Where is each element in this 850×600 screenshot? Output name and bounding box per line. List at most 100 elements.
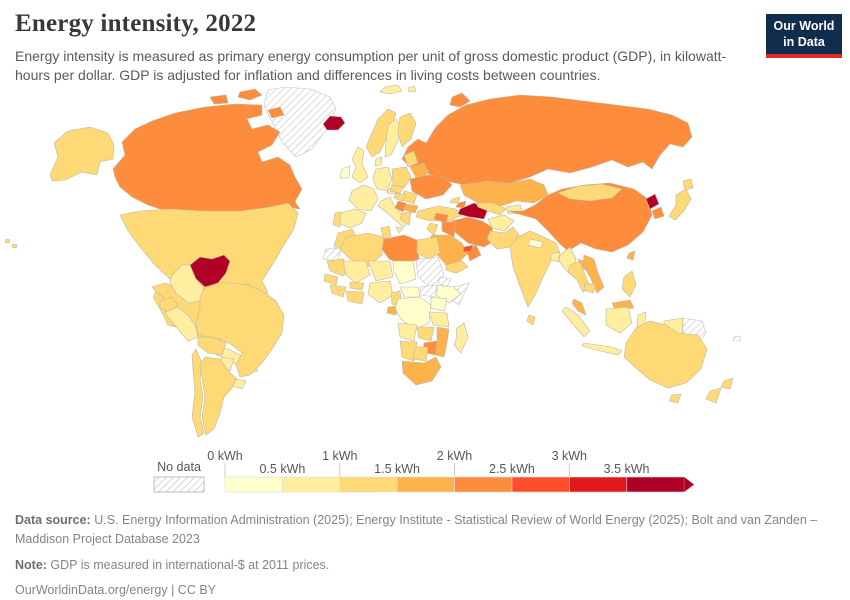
country-mongolia[interactable] [557, 183, 623, 202]
country-central-african-republic[interactable] [399, 286, 421, 298]
country-japan[interactable] [668, 188, 692, 221]
country-uzbekistan[interactable] [475, 202, 507, 216]
country-norway[interactable] [365, 108, 397, 158]
country-ghana-cote-divoire[interactable] [345, 290, 365, 305]
country-madagascar[interactable] [453, 322, 469, 354]
country-svalbard[interactable] [407, 85, 417, 93]
country-baltics[interactable] [403, 150, 419, 168]
country-indonesia-java[interactable] [581, 342, 623, 356]
country-ireland[interactable] [339, 165, 351, 179]
country-france[interactable] [348, 184, 379, 212]
country-sweden[interactable] [384, 118, 402, 158]
country-zambia[interactable] [416, 326, 435, 342]
legend-bin-3[interactable] [396, 476, 455, 493]
country-bulgaria[interactable] [403, 203, 419, 214]
legend-bin-6[interactable] [569, 476, 628, 493]
country-botswana[interactable] [412, 346, 429, 362]
country-taiwan[interactable] [626, 250, 636, 261]
country-nigeria[interactable] [367, 280, 394, 304]
country-hawaii[interactable] [4, 238, 11, 244]
country-united-kingdom[interactable] [351, 146, 369, 184]
country-senegal[interactable] [323, 273, 339, 286]
country-new-zealand-north[interactable] [720, 377, 734, 390]
country-angola[interactable] [397, 322, 418, 342]
country-tunisia[interactable] [380, 225, 392, 240]
country-south-africa[interactable] [401, 356, 442, 386]
country-syria[interactable] [433, 212, 449, 224]
country-australia[interactable] [623, 320, 708, 389]
country-sri-lanka[interactable] [526, 314, 536, 326]
country-canada-island[interactable] [237, 88, 263, 101]
country-china[interactable] [507, 182, 653, 253]
country-belarus[interactable] [409, 162, 430, 180]
country-canada-island[interactable] [209, 94, 229, 105]
country-indonesia-sumatra[interactable] [561, 306, 591, 338]
country-iraq[interactable] [441, 220, 457, 238]
country-chad[interactable] [392, 260, 417, 285]
country-nepal[interactable] [527, 238, 544, 249]
country-poland[interactable] [391, 166, 412, 188]
country-portugal[interactable] [332, 211, 342, 228]
country-hawaii[interactable] [11, 243, 18, 249]
legend-bin-5[interactable] [511, 476, 570, 493]
country-uae-qatar[interactable] [462, 244, 474, 253]
country-czech-slovakia[interactable] [389, 184, 405, 194]
country-malaysia-borneo[interactable] [611, 299, 635, 311]
country-kazakhstan[interactable] [459, 178, 549, 208]
country-north-korea[interactable] [645, 193, 660, 210]
legend-bin-0[interactable] [224, 476, 283, 493]
country-burkina-faso[interactable] [349, 281, 365, 291]
country-italy[interactable] [377, 196, 409, 228]
country-niger[interactable] [367, 260, 394, 282]
country-afghanistan[interactable] [487, 214, 515, 232]
owid-logo[interactable]: Our World in Data [766, 14, 842, 59]
country-denmark[interactable] [374, 156, 383, 167]
country-spain[interactable] [337, 208, 367, 229]
country-finland[interactable] [397, 112, 417, 148]
legend-bin-4[interactable] [454, 476, 513, 493]
legend-no-data-swatch[interactable] [153, 476, 205, 493]
country-philippines[interactable] [621, 270, 637, 298]
country-greenland[interactable] [263, 86, 337, 158]
country-canada-island[interactable] [267, 106, 285, 119]
country-vietnam[interactable] [582, 254, 605, 294]
country-uruguay[interactable] [232, 378, 247, 390]
country-cambodia[interactable] [583, 282, 597, 294]
country-bangladesh[interactable] [550, 251, 560, 263]
country-south-sudan[interactable] [419, 284, 438, 298]
legend-bin-2[interactable] [339, 476, 398, 493]
country-germany[interactable] [372, 166, 393, 192]
country-dr-congo[interactable] [394, 296, 432, 331]
legend-bin-1[interactable] [282, 476, 341, 493]
country-yemen[interactable] [445, 260, 469, 274]
country-new-caledonia[interactable] [732, 335, 742, 342]
country-georgia[interactable] [449, 196, 461, 204]
country-brazil[interactable] [195, 282, 285, 378]
country-libya[interactable] [381, 234, 420, 266]
owid-url-link[interactable]: OurWorldinData.org/energy | CC BY [15, 583, 217, 598]
country-united-states[interactable] [119, 202, 299, 297]
country-namibia[interactable] [399, 340, 418, 362]
country-japan-hokkaido[interactable] [682, 178, 694, 191]
country-mali[interactable] [342, 260, 371, 284]
country-western-sahara[interactable] [322, 247, 343, 262]
country-uganda-kenya[interactable] [430, 296, 448, 312]
country-new-zealand-south[interactable] [705, 387, 722, 404]
country-hungary[interactable] [393, 192, 407, 202]
country-guinea[interactable] [329, 284, 347, 298]
country-tanzania[interactable] [428, 311, 450, 328]
country-egypt[interactable] [416, 236, 441, 260]
country-indonesia-borneo[interactable] [605, 306, 633, 334]
country-tasmania[interactable] [668, 393, 682, 404]
country-iceland[interactable] [322, 115, 346, 131]
country-svalbard[interactable] [379, 84, 403, 95]
country-mozambique[interactable] [434, 326, 450, 358]
country-russia[interactable] [401, 94, 693, 186]
legend-bin-7[interactable] [626, 476, 685, 493]
country-ukraine[interactable] [409, 174, 453, 200]
country-greece[interactable] [399, 211, 412, 226]
country-russia-novaya-zemlya[interactable] [449, 92, 471, 108]
country-bolivia[interactable] [197, 336, 227, 356]
country-italy-sicily[interactable] [395, 226, 404, 234]
country-argentina[interactable] [199, 356, 238, 436]
